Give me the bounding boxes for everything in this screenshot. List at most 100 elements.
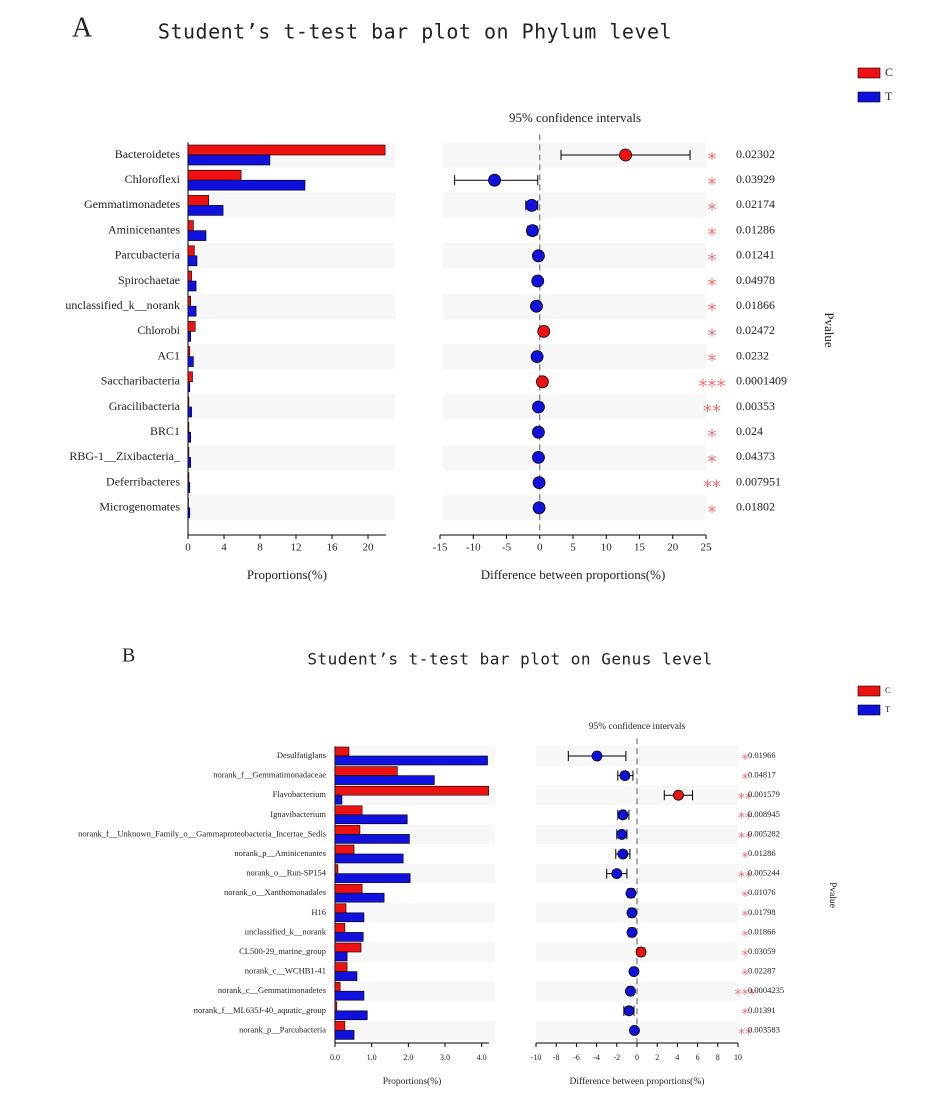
pvalue: 0.0001409 — [736, 374, 787, 388]
bar — [187, 305, 197, 317]
bar — [334, 971, 358, 981]
difference-dot — [626, 907, 638, 919]
difference-dot — [526, 224, 539, 238]
pvalue: 0.005282 — [748, 828, 780, 838]
row-stripe — [188, 293, 395, 319]
bar — [187, 270, 192, 282]
significance-stars: * — [742, 752, 749, 768]
pvalue: 0.01286 — [748, 848, 776, 858]
row-stripe — [335, 942, 495, 962]
bar — [334, 834, 410, 844]
bar — [187, 431, 191, 443]
pvalue: 0.0232 — [736, 348, 769, 362]
pvalue: 0.0004235 — [748, 985, 784, 995]
category-label: Chloroflexi — [125, 172, 181, 186]
bar — [334, 981, 341, 992]
x-tick-label: 1.0 — [367, 1053, 377, 1062]
x-tick-label: 4 — [675, 1053, 679, 1062]
category-label: Flavobacterium — [273, 789, 327, 799]
bar — [187, 421, 190, 433]
bar — [187, 507, 191, 519]
panel-letter: A — [72, 12, 93, 43]
significance-stars: *** — [699, 376, 726, 397]
significance-stars: * — [708, 451, 717, 472]
pvalue: 0.01286 — [736, 222, 775, 236]
bar — [187, 245, 195, 257]
significance-stars: * — [708, 225, 717, 246]
bar — [334, 951, 348, 962]
x-tick-label: -5 — [502, 542, 512, 554]
x-tick-label: 5 — [570, 542, 576, 554]
difference-dot — [616, 829, 628, 840]
x-tick-label: 4.0 — [477, 1053, 487, 1062]
pvalue: 0.024 — [736, 424, 763, 438]
bar — [334, 785, 489, 796]
significance-stars: ** — [703, 477, 721, 498]
significance-stars: ** — [738, 811, 752, 827]
significance-stars: * — [708, 325, 717, 346]
ci-title: 95% confidence intervals — [509, 110, 641, 125]
difference-dot — [537, 324, 551, 338]
x-tick-label: 4 — [221, 542, 227, 554]
difference-dot — [532, 476, 546, 490]
x-axis-label: Proportions(%) — [383, 1076, 442, 1087]
significance-stars: * — [708, 199, 717, 220]
pvalue: 0.04373 — [736, 449, 775, 463]
significance-stars: * — [742, 948, 749, 964]
bar — [334, 794, 343, 805]
category-label: norank_f__ML635J-40_aquatic_group — [194, 1005, 326, 1015]
difference-dot — [673, 789, 684, 801]
legend-swatch — [857, 685, 881, 697]
difference-dot — [611, 868, 623, 879]
category-label: Saccharibacteria — [101, 374, 181, 388]
panel-letter: B — [122, 645, 135, 667]
bar — [334, 805, 363, 816]
significance-stars: * — [742, 1007, 749, 1023]
pvalue: 0.03929 — [736, 172, 775, 186]
pvalue: 0.02302 — [736, 147, 775, 161]
x-tick-label: 0 — [537, 542, 543, 554]
legend-swatch — [857, 67, 881, 79]
category-label: norank_c__WCHB1-41 — [245, 966, 326, 976]
category-label: CL500-29_marine_group — [239, 946, 326, 956]
x-tick-label: -10 — [466, 542, 481, 554]
significance-stars: ** — [703, 401, 721, 422]
row-stripe — [443, 444, 706, 470]
significance-stars: * — [742, 968, 749, 984]
bar — [334, 1010, 368, 1021]
difference-dot — [536, 375, 549, 389]
category-label: H16 — [311, 907, 326, 917]
x-tick-label: -6 — [573, 1053, 580, 1062]
significance-stars: * — [742, 850, 749, 866]
x-tick-label: 12 — [291, 542, 302, 554]
pvalue: 0.01966 — [748, 750, 776, 760]
pvalue: 0.003583 — [748, 1024, 780, 1034]
bar — [187, 331, 191, 342]
x-tick-label: 0 — [185, 542, 191, 554]
row-stripe — [335, 903, 495, 923]
category-label: Parcubacteria — [115, 248, 181, 262]
row-stripe — [443, 394, 706, 420]
pvalue: 0.02472 — [736, 323, 775, 337]
category-label: Gracilibacteria — [109, 399, 181, 413]
bar — [187, 381, 191, 393]
pvalue: 0.01802 — [736, 500, 775, 514]
difference-dot — [530, 299, 543, 313]
bar — [187, 447, 190, 458]
x-tick-label: 25 — [701, 542, 713, 554]
difference-dot — [532, 249, 545, 263]
pvalue: 0.005244 — [748, 868, 781, 878]
row-stripe — [335, 981, 495, 1001]
significance-stars: ** — [738, 791, 752, 807]
significance-stars: * — [708, 300, 717, 321]
bar — [187, 356, 194, 367]
bar — [334, 766, 398, 776]
pvalue: 0.00353 — [736, 399, 775, 413]
row-stripe — [443, 344, 706, 370]
pvalue: 0.01866 — [736, 298, 775, 312]
category-label: norank_f__Gemmatimonadaceae — [213, 770, 326, 780]
x-tick-label: 20 — [363, 542, 375, 554]
x-tick-label: 15 — [634, 542, 646, 554]
difference-dot — [619, 148, 632, 162]
